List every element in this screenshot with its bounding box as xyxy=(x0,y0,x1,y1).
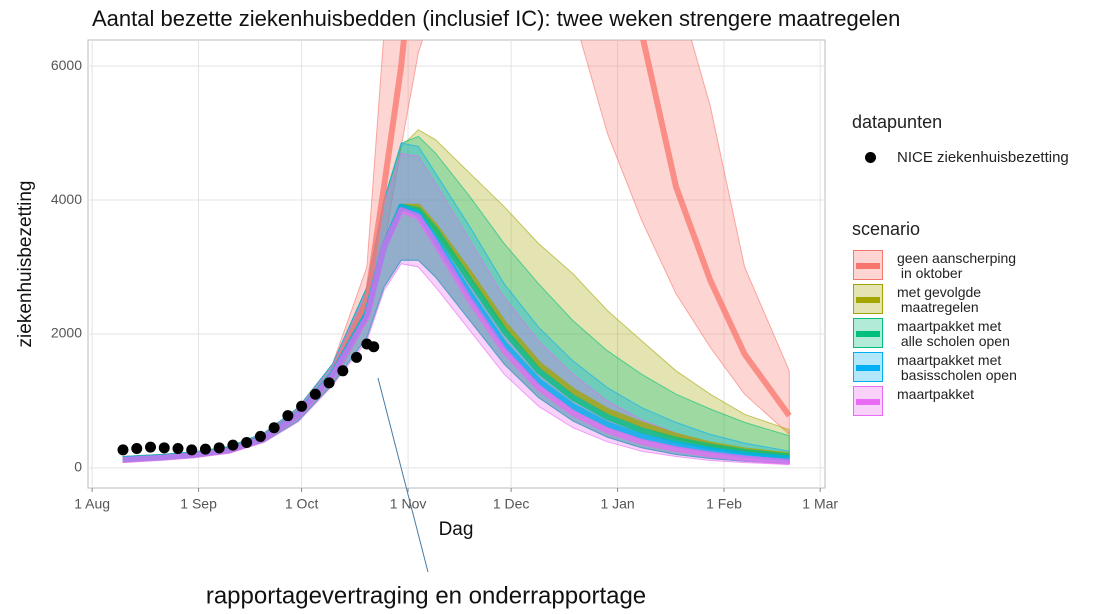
data-point xyxy=(186,444,198,456)
data-point xyxy=(254,430,266,442)
legend-line xyxy=(856,331,880,337)
x-tick-label: 1 Mar xyxy=(802,496,838,512)
legend-title: datapunten xyxy=(852,112,943,132)
data-point xyxy=(282,410,294,422)
data-point xyxy=(296,400,308,412)
legend-label: NICE ziekenhuisbezetting xyxy=(897,149,1069,166)
data-point xyxy=(323,377,335,389)
data-point xyxy=(131,442,143,454)
x-tick-label: 1 Feb xyxy=(706,496,742,512)
legend-line xyxy=(856,399,880,405)
data-point xyxy=(158,442,170,454)
x-tick-label: 1 Dec xyxy=(493,496,530,512)
legend-label: maartpakket met alle scholen open xyxy=(897,318,1010,349)
data-point xyxy=(172,442,184,454)
y-tick-label: 0 xyxy=(74,459,82,475)
legend-line xyxy=(856,263,880,269)
legend-label: maartpakket met basisscholen open xyxy=(897,352,1017,383)
legend-marker xyxy=(865,152,876,163)
annotation: rapportagevertraging en onderrapportage xyxy=(206,582,646,609)
data-point xyxy=(368,341,380,353)
x-tick-label: 1 Sep xyxy=(180,496,217,512)
x-tick-label: 1 Nov xyxy=(390,496,427,512)
y-tick-label: 4000 xyxy=(51,191,82,207)
data-point xyxy=(213,442,225,454)
legend-key xyxy=(853,318,883,348)
annotation-arrow xyxy=(377,377,429,573)
legend-label: maartpakket xyxy=(897,386,975,402)
x-tick-label: 1 Oct xyxy=(285,496,319,512)
legend-key xyxy=(853,284,883,314)
x-tick-label: 1 Jan xyxy=(600,496,634,512)
legend-key xyxy=(853,250,883,280)
data-point xyxy=(268,422,280,434)
legend-line xyxy=(856,365,880,371)
data-point xyxy=(309,388,321,400)
x-axis-label: Dag xyxy=(439,519,474,540)
legend-label: met gevolgde maatregelen xyxy=(897,284,982,315)
data-point xyxy=(351,351,363,363)
legend-label: geen aanscherping in oktober xyxy=(897,250,1017,281)
legend-title: scenario xyxy=(852,219,921,239)
legend-key xyxy=(853,386,883,416)
legend-key xyxy=(853,352,883,382)
y-tick-label: 2000 xyxy=(51,325,82,341)
data-point xyxy=(241,436,253,448)
x-tick-label: 1 Aug xyxy=(74,496,110,512)
data-point xyxy=(227,439,239,451)
data-point xyxy=(117,444,129,456)
data-point xyxy=(145,441,157,453)
y-tick-label: 6000 xyxy=(51,57,82,73)
legend-line xyxy=(856,297,880,303)
y-axis-label: ziekenhuisbezetting xyxy=(15,181,36,348)
chart-title: Aantal bezette ziekenhuisbedden (inclusi… xyxy=(92,6,900,31)
data-point xyxy=(199,443,211,455)
data-point xyxy=(337,365,349,377)
